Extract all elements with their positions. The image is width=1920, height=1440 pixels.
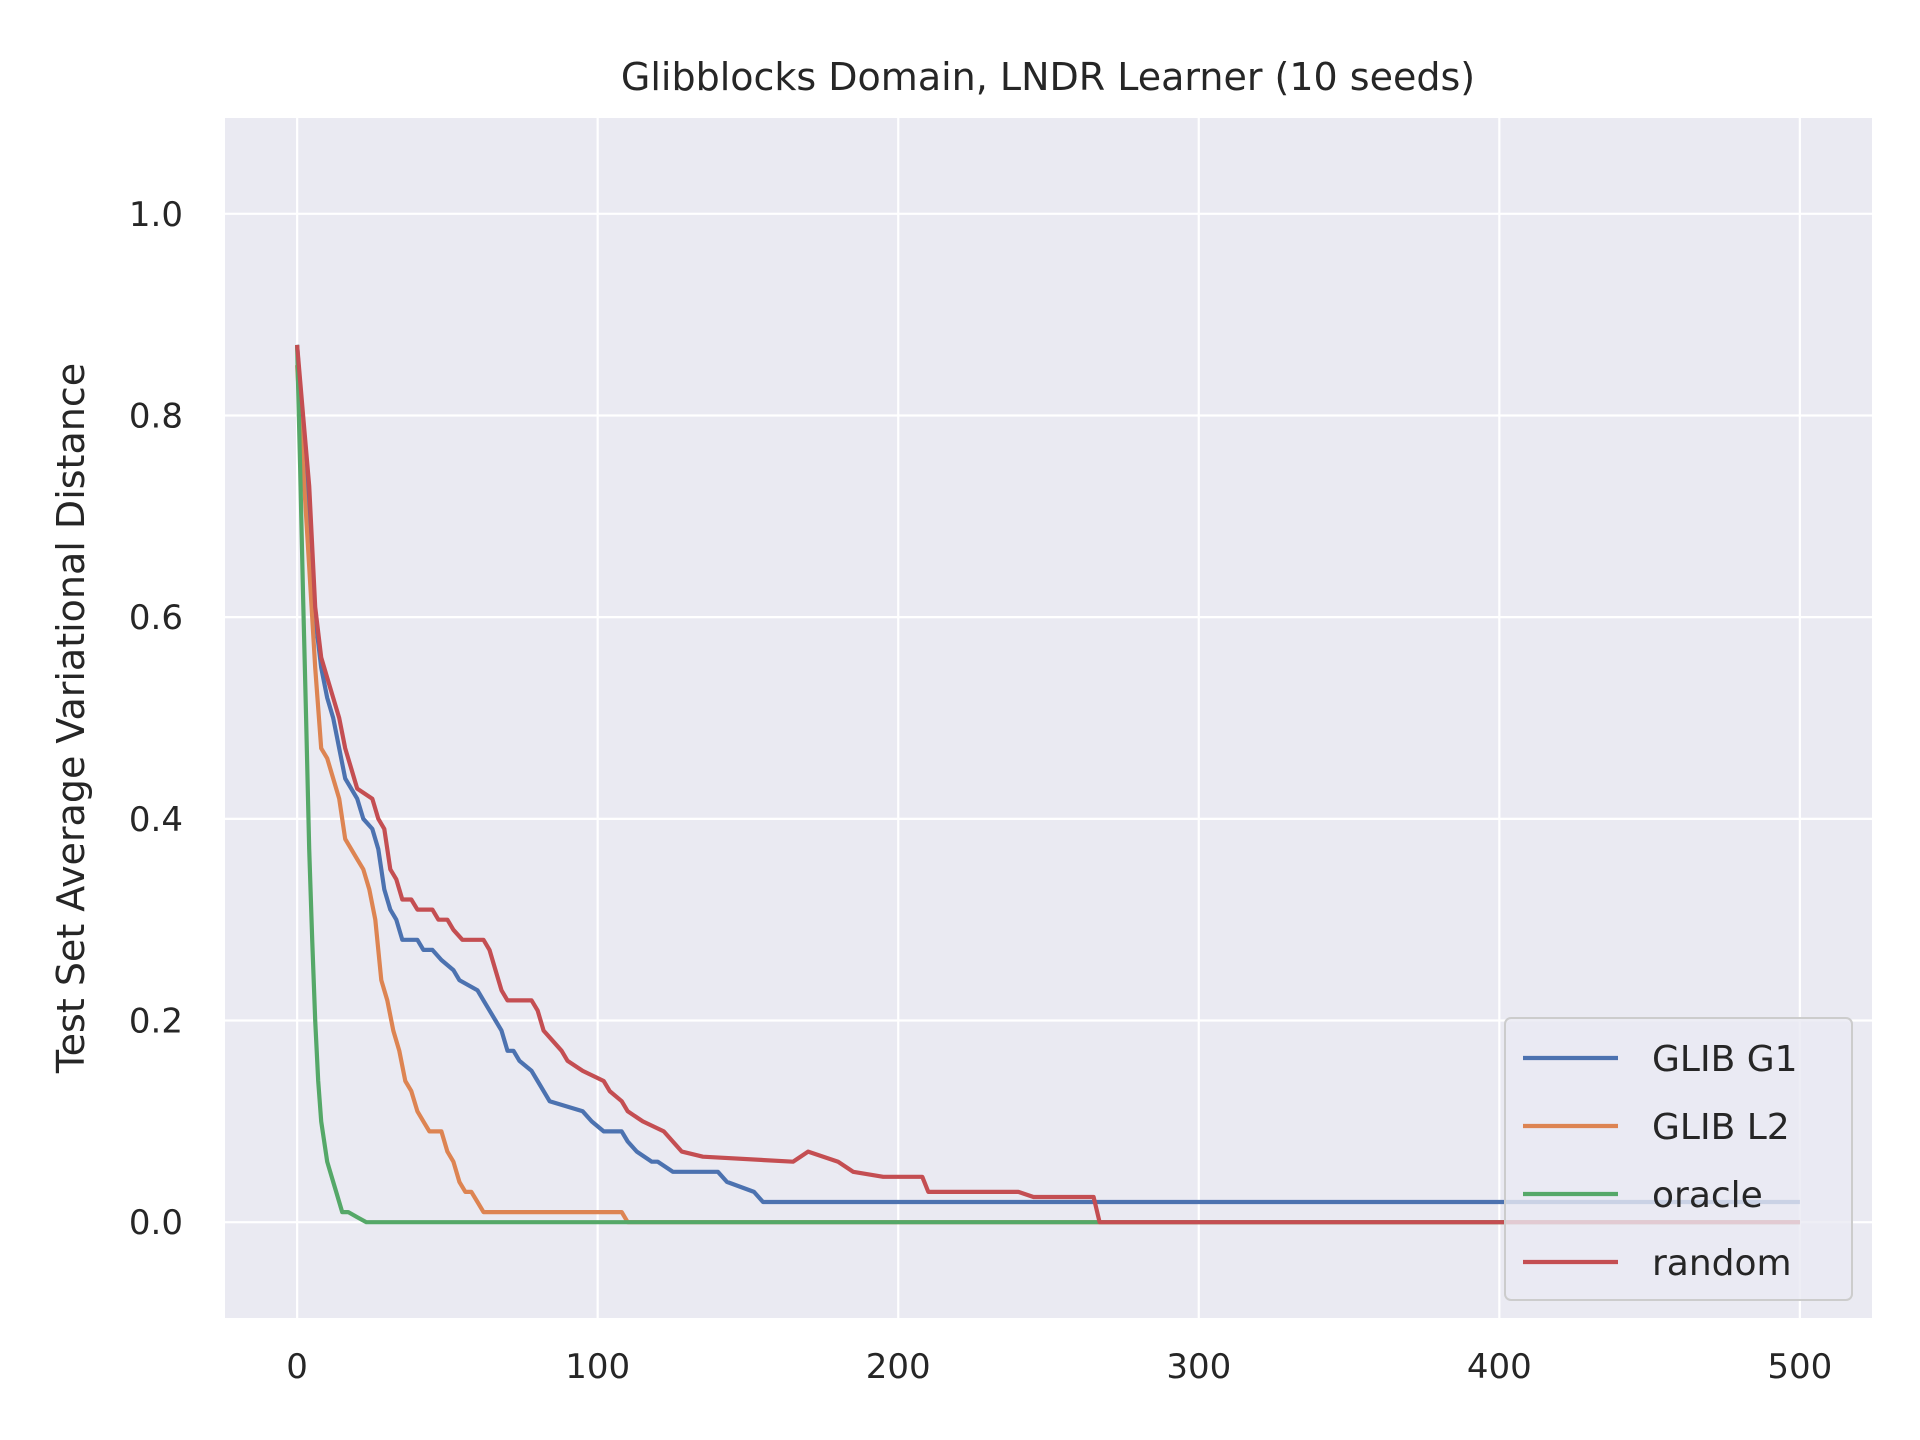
legend-label: GLIB G1 <box>1652 1039 1798 1080</box>
y-tick-label: 0.4 <box>129 800 183 840</box>
y-tick-label: 1.0 <box>129 195 183 235</box>
series-lines <box>295 344 1800 1225</box>
y-tick-label: 0.6 <box>129 598 183 638</box>
y-axis-label: Test Set Average Variational Distance <box>49 363 93 1074</box>
y-tick-label: 0.0 <box>129 1203 183 1243</box>
series-line-random <box>295 344 1800 1225</box>
x-tick-label: 0 <box>286 1347 308 1387</box>
legend-label: GLIB L2 <box>1652 1107 1790 1148</box>
series-line-oracle <box>295 344 1800 1225</box>
series-line-glib-l2 <box>295 364 1800 1225</box>
x-tick-label: 200 <box>866 1347 931 1387</box>
grid <box>225 118 1872 1318</box>
legend-label: random <box>1652 1243 1792 1284</box>
x-tick-label: 300 <box>1166 1347 1231 1387</box>
series-line-glib-g1 <box>295 344 1800 1205</box>
x-tick-label: 100 <box>565 1347 630 1387</box>
y-tick-label: 0.2 <box>129 1002 183 1042</box>
legend-box <box>1504 1017 1853 1301</box>
y-tick-label: 0.8 <box>129 396 183 436</box>
legend-label: oracle <box>1652 1175 1763 1216</box>
chart-title: Glibblocks Domain, LNDR Learner (10 seed… <box>621 55 1475 99</box>
tick-labels: 0 100 200 300 400 500 0.0 0.2 0.4 0.6 0.8 1.0 <box>129 195 1832 1387</box>
x-tick-label: 500 <box>1767 1347 1832 1387</box>
legend: GLIB G1 GLIB L2 oracle random <box>1504 1017 1853 1301</box>
x-tick-label: 400 <box>1467 1347 1532 1387</box>
